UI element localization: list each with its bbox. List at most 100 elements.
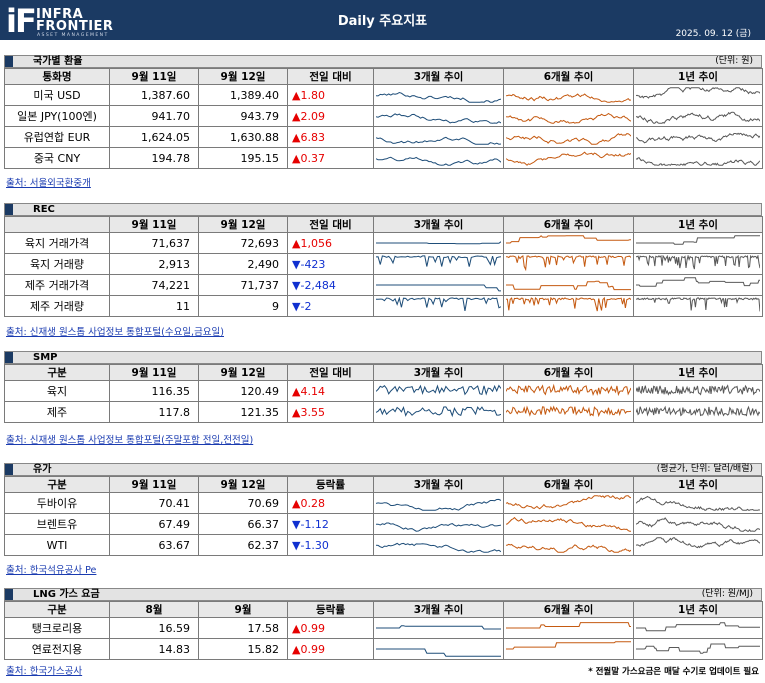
change-cell: ▲0.99: [287, 617, 374, 639]
row-label: 육지 거래가격: [4, 232, 110, 254]
change-value: 0.37: [300, 151, 325, 165]
prev-value: 117.8: [109, 401, 199, 423]
table-header-row: 통화명 9월 11일 9월 12일 전일 대비 3개월 추이 6개월 추이 1년 추이: [4, 68, 763, 85]
column-header: 구분: [4, 364, 110, 381]
prev-value: 63.67: [109, 534, 199, 556]
column-header: 9월 12일: [198, 476, 288, 493]
table-row: 일본 JPY(100엔) 941.70 943.79 ▲2.09: [4, 105, 763, 127]
source-link[interactable]: 출처: 신재생 원스톱 사업정보 통합포털(수요일,금요일): [6, 327, 224, 338]
section-header: 유가 (평균가, 단위: 달러/배럴): [4, 463, 762, 476]
change-value: 0.99: [300, 642, 325, 656]
column-header: 9월 12일: [198, 216, 288, 233]
logo-subtitle: ASSET MANAGEMENT: [37, 33, 109, 38]
curr-value: 943.79: [198, 105, 288, 127]
trend-1y-sparkline: [633, 380, 763, 402]
column-header: 전일 대비: [287, 364, 374, 381]
change-value: 0.28: [300, 496, 325, 510]
section-marker: [5, 352, 13, 363]
trend-6m-sparkline: [503, 492, 634, 514]
trend-6m-sparkline: [503, 105, 634, 127]
trend-1y-sparkline: [633, 492, 763, 514]
source-link[interactable]: 출처: 한국가스공사: [6, 666, 83, 677]
section-header: 국가별 환율 (단위: 원): [4, 55, 762, 68]
curr-value: 195.15: [198, 147, 288, 169]
section-header: LNG 가스 요금 (단위: 원/MJ): [4, 588, 762, 601]
logo-line2: FRONTIER: [36, 19, 114, 34]
table-row: 연료전지용 14.83 15.82 ▲0.99: [4, 638, 763, 660]
section-unit: (단위: 원): [715, 56, 753, 66]
row-label: 브렌트유: [4, 513, 110, 535]
section-title: REC: [33, 204, 55, 215]
prev-value: 16.59: [109, 617, 199, 639]
down-triangle-icon: ▼: [292, 538, 301, 552]
prev-value: 74,221: [109, 274, 199, 296]
change-cell: ▼-1.30: [287, 534, 374, 556]
data-table: 구분 9월 11일 9월 12일 전일 대비 3개월 추이 6개월 추이 1년 추이 육지 11…: [4, 364, 763, 423]
table-row: 두바이유 70.41 70.69 ▲0.28: [4, 492, 763, 514]
source-link[interactable]: 출처: 한국석유공사 Pe: [6, 565, 97, 576]
column-header: 통화명: [4, 68, 110, 85]
column-header: 8월: [109, 601, 199, 618]
trend-6m-sparkline: [503, 232, 634, 254]
curr-value: 17.58: [198, 617, 288, 639]
column-header: 6개월 추이: [503, 364, 634, 381]
row-label: 탱크로리용: [4, 617, 110, 639]
up-triangle-icon: ▲: [292, 496, 301, 510]
column-header: 9월 11일: [109, 476, 199, 493]
table-header-row: 9월 11일 9월 12일 전일 대비 3개월 추이 6개월 추이 1년 추이: [4, 216, 763, 233]
logo-if: iF: [6, 2, 37, 40]
change-value: 1,056: [300, 236, 332, 250]
column-header: 구분: [4, 476, 110, 493]
change-value: -1.12: [300, 517, 329, 531]
source-link[interactable]: 출처: 서울외국환중개: [6, 178, 91, 189]
prev-value: 71,637: [109, 232, 199, 254]
curr-value: 71,737: [198, 274, 288, 296]
row-label: 두바이유: [4, 492, 110, 514]
down-triangle-icon: ▼: [292, 517, 301, 531]
trend-1y-sparkline: [633, 84, 763, 106]
report-date: 2025. 09. 12 (금): [675, 29, 751, 39]
source-link[interactable]: 출처: 신재생 원스톱 사업정보 통합포털(주말포함 전일,전전일): [6, 435, 254, 446]
prev-value: 116.35: [109, 380, 199, 402]
trend-6m-sparkline: [503, 126, 634, 148]
trend-6m-sparkline: [503, 638, 634, 660]
trend-3m-sparkline: [373, 105, 504, 127]
company-logo: iF INFRA FRONTIER ASSET MANAGEMENT: [6, 4, 146, 38]
trend-6m-sparkline: [503, 274, 634, 296]
trend-1y-sparkline: [633, 126, 763, 148]
table-row: 유럽연합 EUR 1,624.05 1,630.88 ▲6.83: [4, 126, 763, 148]
trend-3m-sparkline: [373, 126, 504, 148]
change-cell: ▲2.09: [287, 105, 374, 127]
trend-3m-sparkline: [373, 380, 504, 402]
table-row: 육지 거래가격 71,637 72,693 ▲1,056: [4, 232, 763, 254]
curr-value: 120.49: [198, 380, 288, 402]
trend-6m-sparkline: [503, 513, 634, 535]
column-header: 1년 추이: [633, 216, 763, 233]
trend-3m-sparkline: [373, 492, 504, 514]
down-triangle-icon: ▼: [292, 299, 301, 313]
prev-value: 11: [109, 295, 199, 317]
table-row: 중국 CNY 194.78 195.15 ▲0.37: [4, 147, 763, 169]
column-header: 3개월 추이: [373, 476, 504, 493]
prev-value: 194.78: [109, 147, 199, 169]
change-cell: ▼-2,484: [287, 274, 374, 296]
section-3: 유가 (평균가, 단위: 달러/배럴) 구분 9월 11일 9월 12일 등락률 3개월 추…: [4, 463, 763, 556]
row-label: 일본 JPY(100엔): [4, 105, 110, 127]
up-triangle-icon: ▲: [292, 384, 301, 398]
curr-value: 70.69: [198, 492, 288, 514]
table-row: 제주 거래량 11 9 ▼-2: [4, 295, 763, 317]
change-cell: ▲3.55: [287, 401, 374, 423]
trend-6m-sparkline: [503, 380, 634, 402]
section-title: LNG 가스 요금: [33, 589, 100, 600]
curr-value: 62.37: [198, 534, 288, 556]
section-title: SMP: [33, 352, 58, 363]
trend-3m-sparkline: [373, 534, 504, 556]
prev-value: 2,913: [109, 253, 199, 275]
trend-3m-sparkline: [373, 638, 504, 660]
curr-value: 72,693: [198, 232, 288, 254]
table-row: 육지 116.35 120.49 ▲4.14: [4, 380, 763, 402]
change-value: -1.30: [300, 538, 329, 552]
column-header: 9월 12일: [198, 364, 288, 381]
trend-1y-sparkline: [633, 105, 763, 127]
row-label: 중국 CNY: [4, 147, 110, 169]
